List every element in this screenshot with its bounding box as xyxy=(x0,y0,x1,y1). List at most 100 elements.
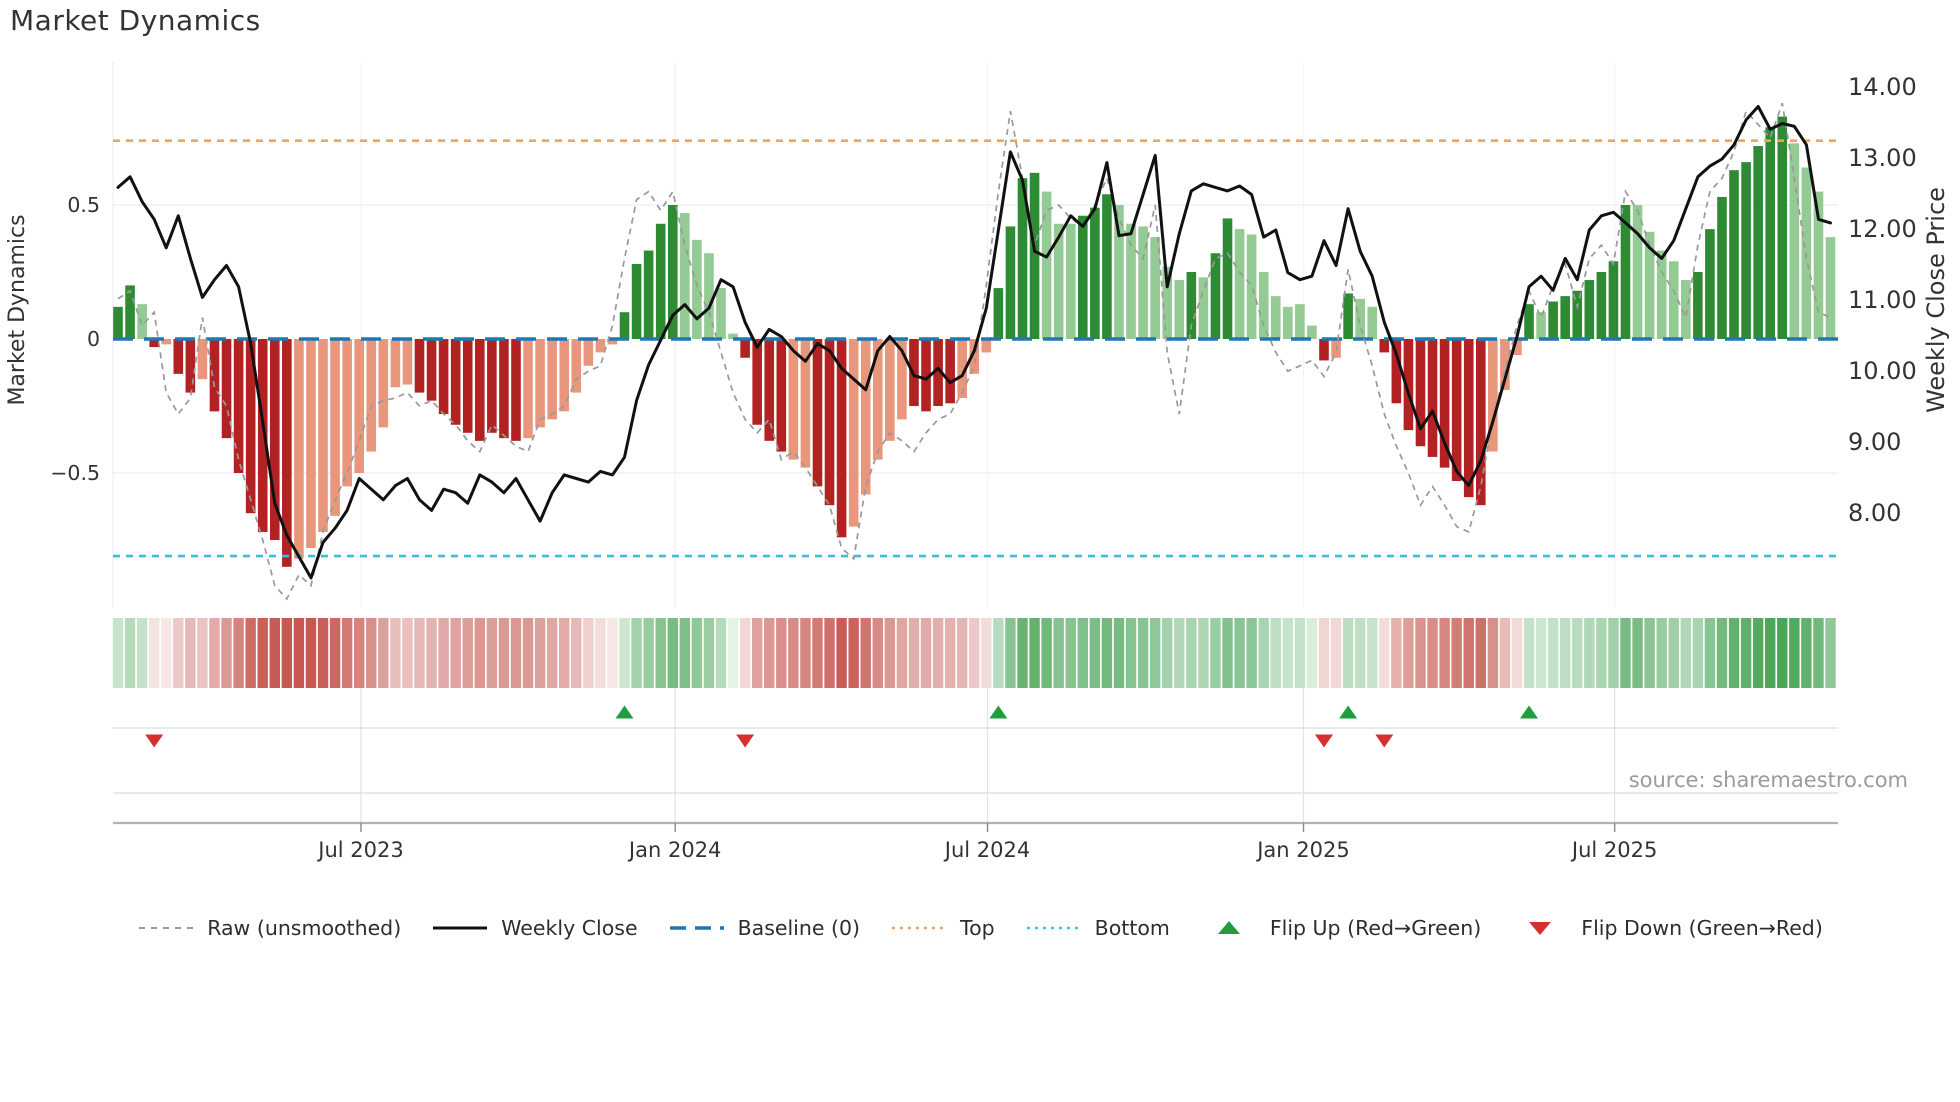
oscillator-bar xyxy=(848,339,859,527)
weekly-close-line xyxy=(116,105,1832,580)
heat-cell xyxy=(402,618,413,688)
heat-cell xyxy=(1680,618,1691,688)
flip-down-triangle-icon xyxy=(1529,922,1552,935)
legend-item[interactable]: Flip Up (Red→Green) xyxy=(1200,916,1481,940)
oscillator-bar xyxy=(1102,194,1112,339)
oscillator-bar xyxy=(1608,261,1619,339)
oscillator-bar xyxy=(523,339,533,439)
heat-cell xyxy=(522,618,534,688)
heat-cell xyxy=(1475,618,1486,688)
heat-cell xyxy=(1451,618,1462,688)
top-line-sample-icon xyxy=(892,926,947,930)
heat-cell xyxy=(546,618,558,688)
oscillator-bar xyxy=(1017,178,1028,339)
oscillator-bar xyxy=(1005,226,1016,339)
left-axis-tick: 0.5 xyxy=(67,193,100,217)
heat-cell xyxy=(438,618,449,688)
oscillator-bar xyxy=(1560,296,1570,339)
heat-cell xyxy=(739,618,751,688)
oscillator-bar xyxy=(1307,325,1317,339)
heat-cell xyxy=(1765,618,1776,688)
oscillator-bar xyxy=(475,339,485,441)
oscillator-bar xyxy=(1753,146,1763,339)
heat-cell xyxy=(1644,618,1655,688)
oscillator-bar xyxy=(1283,306,1293,339)
legend-item[interactable]: Raw (unsmoothed) xyxy=(137,916,401,940)
oscillator-bar xyxy=(860,339,871,495)
heat-cell xyxy=(462,618,473,688)
oscillator-bar xyxy=(402,339,413,385)
legend-item[interactable]: Weekly Close xyxy=(431,916,638,940)
oscillator-bar xyxy=(197,339,208,380)
oscillator-bar xyxy=(1246,234,1257,339)
oscillator-bar xyxy=(764,339,775,441)
heat-cell xyxy=(1342,618,1354,688)
heat-cell xyxy=(1632,618,1643,688)
oscillator-bar xyxy=(1367,306,1378,339)
oscillator-bar xyxy=(583,339,594,366)
heat-cell xyxy=(1511,618,1523,688)
oscillator-bar xyxy=(487,339,497,433)
oscillator-bar xyxy=(1512,339,1522,356)
left-axis-title-text: Market Dynamics xyxy=(5,214,30,405)
oscillator-bar xyxy=(1789,143,1800,339)
heat-cell xyxy=(691,618,703,688)
oscillator-bar xyxy=(1029,172,1040,339)
oscillator-bar xyxy=(1741,162,1751,339)
heat-cell xyxy=(872,618,883,688)
oscillator-bar xyxy=(655,223,666,339)
oscillator-bar xyxy=(1222,218,1233,339)
heat-cell xyxy=(1198,618,1209,688)
heat-cell xyxy=(341,618,353,688)
page-title: Market Dynamics xyxy=(10,4,261,37)
heat-cell xyxy=(776,618,787,688)
heat-cell xyxy=(1487,618,1499,688)
legend-item[interactable]: Bottom xyxy=(1025,916,1170,940)
right-axis-tick: 14.00 xyxy=(1848,73,1917,101)
legend-item[interactable]: Flip Down (Green→Red) xyxy=(1511,916,1823,940)
oscillator-bar xyxy=(1620,205,1631,339)
legend-item-label: Top xyxy=(960,916,995,940)
baseline-sample-icon xyxy=(669,926,724,930)
heat-cell xyxy=(631,618,642,688)
heat-cell xyxy=(896,618,908,688)
oscillator-bar xyxy=(1114,205,1124,339)
right-axis-title: Weekly Close Price xyxy=(1922,187,1950,413)
oscillator-bar xyxy=(1295,304,1305,339)
heat-cell xyxy=(703,618,715,688)
legend-item[interactable]: Top xyxy=(890,916,995,940)
oscillator-bar xyxy=(1765,127,1776,339)
flip-up-marker xyxy=(989,705,1008,719)
source-attribution: source: sharemaestro.com xyxy=(1628,768,1908,792)
oscillator-bar xyxy=(1825,237,1836,339)
oscillator-bar xyxy=(330,339,340,516)
oscillator-bar xyxy=(426,339,437,401)
oscillator-bar xyxy=(414,339,425,393)
oscillator-bar xyxy=(1524,304,1534,339)
oscillator-bar xyxy=(1427,339,1438,457)
left-axis-ticks: 0.5 0 −0.5 xyxy=(50,193,100,485)
oscillator-bar xyxy=(1391,339,1402,404)
heat-cell xyxy=(426,618,437,688)
oscillator-bar xyxy=(1198,277,1209,339)
legend-item[interactable]: Baseline (0) xyxy=(668,916,860,940)
oscillator-bar xyxy=(1439,339,1450,468)
oscillator-bar xyxy=(1584,280,1595,339)
oscillator-bar xyxy=(137,304,147,339)
oscillator-bars xyxy=(113,116,1836,567)
x-axis-label: Jan 2024 xyxy=(627,838,722,862)
heat-cell xyxy=(1535,618,1547,688)
heat-cell xyxy=(1499,618,1511,688)
heat-cell xyxy=(1174,618,1185,688)
flip-up-marker xyxy=(1520,705,1539,719)
oscillator-bar xyxy=(1053,223,1064,339)
heat-cell xyxy=(981,618,992,688)
oscillator-bar xyxy=(1729,170,1739,339)
oscillator-bar xyxy=(824,339,835,506)
heat-cell xyxy=(209,618,220,688)
flip-down-marker xyxy=(1315,734,1333,748)
heat-cell xyxy=(1813,618,1824,688)
heat-cell xyxy=(1463,618,1474,688)
oscillator-bar xyxy=(1705,229,1715,339)
